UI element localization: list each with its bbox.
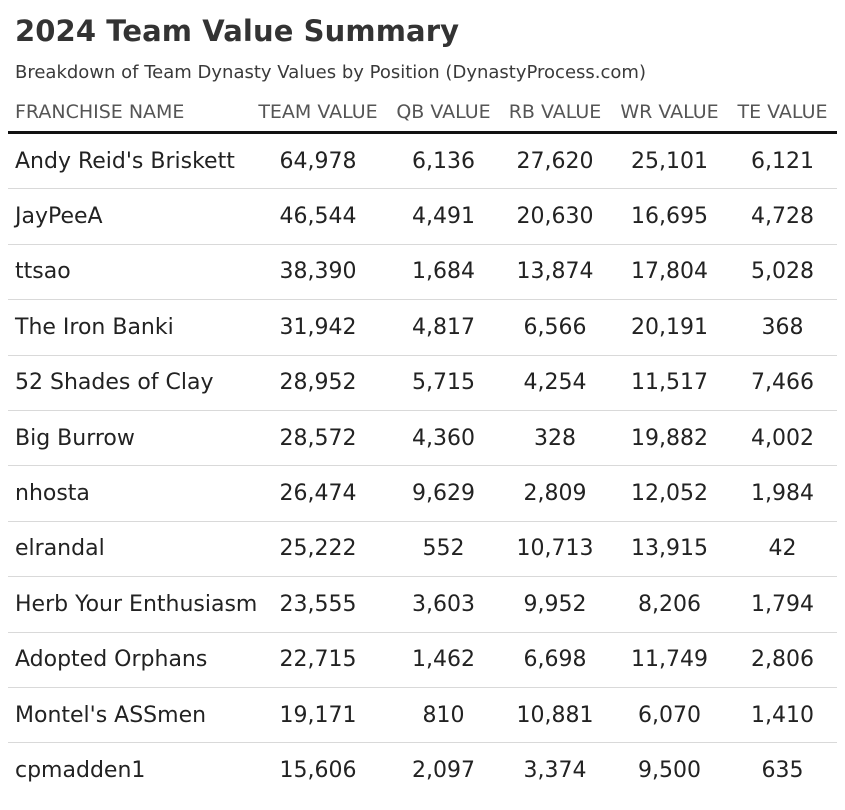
rb-value-cell: 6,698 (499, 632, 611, 688)
wr-value-cell: 8,206 (611, 576, 728, 633)
rb-value-cell: 328 (499, 410, 611, 467)
qb-value-cell: 4,360 (388, 410, 499, 467)
qb-value-cell: 5,715 (388, 355, 499, 411)
te-value-cell: 1,794 (728, 576, 837, 633)
rb-value-cell: 10,881 (499, 687, 611, 744)
rb-value-cell: 6,566 (499, 299, 611, 356)
rb-value-cell: 27,620 (499, 132, 611, 190)
team-value-cell: 19,171 (248, 687, 388, 744)
chart-subtitle: Breakdown of Team Dynasty Values by Posi… (15, 62, 646, 83)
table-row: The Iron Banki 31,942 4,817 6,566 20,191 368 (8, 299, 837, 356)
team-value-cell: 15,606 (279, 757, 357, 783)
te-value-cell: 635 (761, 757, 804, 783)
franchise-name-cell: Herb Your Enthusiasm (8, 576, 257, 633)
table-row: 52 Shades of Clay 28,952 5,715 4,254 11,517 7… (8, 355, 837, 411)
qb-value-cell: 6,136 (388, 132, 499, 190)
qb-value-cell: 810 (388, 687, 499, 744)
table-row: Adopted Orphans 22,715 1,462 6,698 11,749 2,8… (8, 632, 837, 688)
franchise-name-cell: Adopted Orphans (8, 632, 248, 688)
column-header-wr-value: WR VALUE (611, 92, 728, 134)
column-header-qb-value: QB VALUE (388, 92, 499, 134)
wr-value-cell: 17,804 (611, 244, 728, 301)
franchise-name-cell: ttsao (8, 244, 248, 301)
table-row: Big Burrow 28,572 4,360 328 19,882 4,002 (8, 410, 837, 467)
table-row: Andy Reid's Briskett 64,978 6,136 27,620 25,… (8, 132, 837, 190)
qb-value-cell: 4,491 (388, 188, 499, 245)
te-value-cell: 4,728 (728, 188, 837, 245)
wr-value-cell: 9,500 (638, 757, 701, 783)
qb-value-cell: 4,817 (388, 299, 499, 356)
column-header-rb-value: RB VALUE (499, 92, 611, 134)
wr-value-cell: 6,070 (611, 687, 728, 744)
header-row: FRANCHISE NAME TEAM VALUE QB VALUE RB VA… (8, 92, 837, 134)
table-row: Herb Your Enthusiasm 23,555 3,603 9,952 8,20… (8, 576, 837, 633)
qb-value-cell: 1,462 (388, 632, 499, 688)
table-row: Montel's ASSmen 19,171 810 10,881 6,070 1,410 (8, 687, 837, 744)
franchise-name-cell: nhosta (8, 465, 248, 522)
team-value-cell: 64,978 (248, 132, 388, 190)
rb-value-cell: 3,374 (523, 757, 587, 783)
qb-value-cell: 2,097 (412, 757, 475, 783)
franchise-name-cell: 52 Shades of Clay (8, 355, 248, 411)
table-body: Andy Reid's Briskett 64,978 6,136 27,620 25,… (8, 132, 837, 798)
te-value-cell: 1,984 (728, 465, 837, 522)
franchise-name-cell: cpmadden1 (15, 757, 146, 783)
franchise-name-cell: JayPeeA (8, 188, 248, 245)
te-value-cell: 4,002 (728, 410, 837, 467)
table-row: JayPeeA 46,544 4,491 20,630 16,695 4,728 (8, 188, 837, 245)
wr-value-cell: 20,191 (611, 299, 728, 356)
wr-value-cell: 11,749 (611, 632, 728, 688)
te-value-cell: 6,121 (728, 132, 837, 190)
team-value-cell: 22,715 (248, 632, 388, 688)
rb-value-cell: 13,874 (499, 244, 611, 301)
wr-value-cell: 11,517 (611, 355, 728, 411)
column-header-te-value: TE VALUE (728, 92, 837, 134)
wr-value-cell: 19,882 (611, 410, 728, 467)
team-value-cell: 23,555 (248, 576, 388, 633)
chart-title: 2024 Team Value Summary (15, 14, 460, 48)
qb-value-cell: 9,629 (388, 465, 499, 522)
team-value-cell: 28,572 (248, 410, 388, 467)
qb-value-cell: 3,603 (388, 576, 499, 633)
rb-value-cell: 4,254 (499, 355, 611, 411)
franchise-name-cell: Andy Reid's Briskett (8, 132, 248, 190)
franchise-name-cell: The Iron Banki (8, 299, 248, 356)
rb-value-cell: 20,630 (499, 188, 611, 245)
wr-value-cell: 16,695 (611, 188, 728, 245)
table-row: elrandal 25,222 552 10,713 13,915 42 (8, 521, 837, 578)
franchise-name-cell: Big Burrow (8, 410, 248, 467)
wr-value-cell: 25,101 (611, 132, 728, 190)
team-value-cell: 26,474 (248, 465, 388, 522)
te-value-cell: 368 (728, 299, 837, 356)
te-value-cell: 5,028 (728, 244, 837, 301)
rb-value-cell: 10,713 (499, 521, 611, 578)
rb-value-cell: 2,809 (499, 465, 611, 522)
te-value-cell: 2,806 (728, 632, 837, 688)
team-value-cell: 28,952 (248, 355, 388, 411)
team-value-table: FRANCHISE NAME TEAM VALUE QB VALUE RB VA… (8, 92, 837, 798)
rb-value-cell: 9,952 (499, 576, 611, 633)
team-value-cell: 38,390 (248, 244, 388, 301)
column-header-franchise-name: FRANCHISE NAME (8, 92, 248, 134)
te-value-cell: 1,410 (728, 687, 837, 744)
qb-value-cell: 552 (388, 521, 499, 578)
te-value-cell: 7,466 (728, 355, 837, 411)
team-value-cell: 31,942 (248, 299, 388, 356)
table-row: ttsao 38,390 1,684 13,874 17,804 5,028 (8, 244, 837, 301)
franchise-name-cell: Montel's ASSmen (8, 687, 248, 744)
qb-value-cell: 1,684 (388, 244, 499, 301)
table-row: cpmadden1 15,606 2,097 3,374 9,500 635 (8, 743, 837, 798)
te-value-cell: 42 (728, 521, 837, 578)
franchise-name-cell: elrandal (8, 521, 248, 578)
wr-value-cell: 12,052 (611, 465, 728, 522)
wr-value-cell: 13,915 (611, 521, 728, 578)
team-value-cell: 46,544 (248, 188, 388, 245)
table-row: nhosta 26,474 9,629 2,809 12,052 1,984 (8, 465, 837, 522)
column-header-team-value: TEAM VALUE (248, 92, 388, 134)
team-value-cell: 25,222 (248, 521, 388, 578)
